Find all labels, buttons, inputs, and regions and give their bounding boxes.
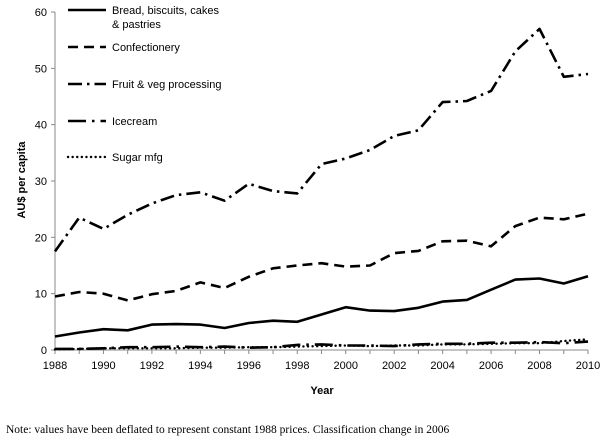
legend-item: Confectionery	[68, 42, 180, 54]
x-tick-label: 2002	[382, 360, 406, 372]
data-point	[272, 190, 274, 192]
data-point	[248, 183, 250, 185]
legend-label: Bread, biscuits, cakes	[112, 5, 219, 17]
legend-label: Icecream	[112, 116, 157, 128]
legend-label: Confectionery	[112, 42, 180, 54]
data-point	[587, 338, 589, 340]
x-tick-label: 2000	[333, 360, 357, 372]
x-tick-label: 1988	[43, 360, 67, 372]
data-point	[538, 216, 540, 218]
legend-item: Icecream	[68, 116, 157, 128]
series-layer	[53, 27, 590, 351]
data-point	[587, 212, 589, 214]
legend-label: & pastries	[112, 19, 161, 31]
y-tick-label: 0	[41, 345, 47, 357]
series-line	[53, 338, 590, 351]
data-point	[102, 228, 104, 230]
legend-item: Bread, biscuits, cakes & pastries	[68, 5, 219, 31]
data-point	[369, 344, 371, 346]
x-tick-label: 1990	[91, 360, 115, 372]
series-0	[54, 274, 589, 338]
data-point	[223, 287, 225, 289]
x-axis-title: Year	[310, 385, 334, 397]
data-point	[345, 157, 347, 159]
x-tick-label: 2006	[479, 360, 503, 372]
series-line	[54, 274, 589, 338]
y-tick-label: 60	[35, 7, 47, 19]
series-4	[53, 338, 590, 351]
data-point	[175, 290, 177, 292]
data-point	[320, 163, 322, 165]
legend-label: Fruit & veg processing	[112, 79, 221, 91]
legend: Bread, biscuits, cakes & pastries Confecti…	[66, 5, 221, 164]
data-point	[563, 342, 565, 344]
chart-footnote: Note: values have been deflated to repre…	[6, 424, 450, 436]
series-1	[54, 212, 589, 302]
data-point	[466, 343, 468, 345]
x-tick-label: 1992	[140, 360, 164, 372]
y-tick-label: 40	[35, 120, 47, 132]
series-3	[55, 340, 589, 351]
x-tick-label: 1994	[188, 360, 212, 372]
y-axis-ticks: 0 10 20 30 40 50 60	[35, 7, 55, 357]
series-line	[54, 212, 589, 302]
x-tick-label: 2010	[576, 360, 600, 372]
data-point	[369, 345, 371, 347]
data-point	[126, 214, 128, 216]
x-axis-ticks: 1988 1990 1992 1994 1996 1998 2000 2002 2004 2006…	[43, 350, 600, 372]
x-tick-label: 1996	[237, 360, 261, 372]
y-axis-title: AU$ per capita	[16, 141, 28, 219]
legend-item: Fruit & veg processing	[68, 79, 221, 91]
series-line	[55, 340, 589, 351]
data-point	[175, 194, 177, 196]
y-tick-label: 10	[35, 289, 47, 301]
x-tick-label: 1998	[285, 360, 309, 372]
series-2	[53, 27, 589, 253]
data-point	[393, 135, 395, 137]
data-point	[345, 265, 347, 267]
data-point	[151, 202, 153, 204]
data-point	[466, 343, 468, 345]
y-tick-label: 50	[35, 63, 47, 75]
legend-item: Sugar mfg	[66, 152, 163, 164]
x-tick-label: 2008	[527, 360, 551, 372]
legend-label: Sugar mfg	[112, 152, 163, 164]
x-tick-label: 2004	[430, 360, 454, 372]
y-tick-label: 20	[35, 232, 47, 244]
series-line	[53, 27, 589, 253]
y-tick-label: 30	[35, 176, 47, 188]
data-point	[514, 50, 516, 52]
